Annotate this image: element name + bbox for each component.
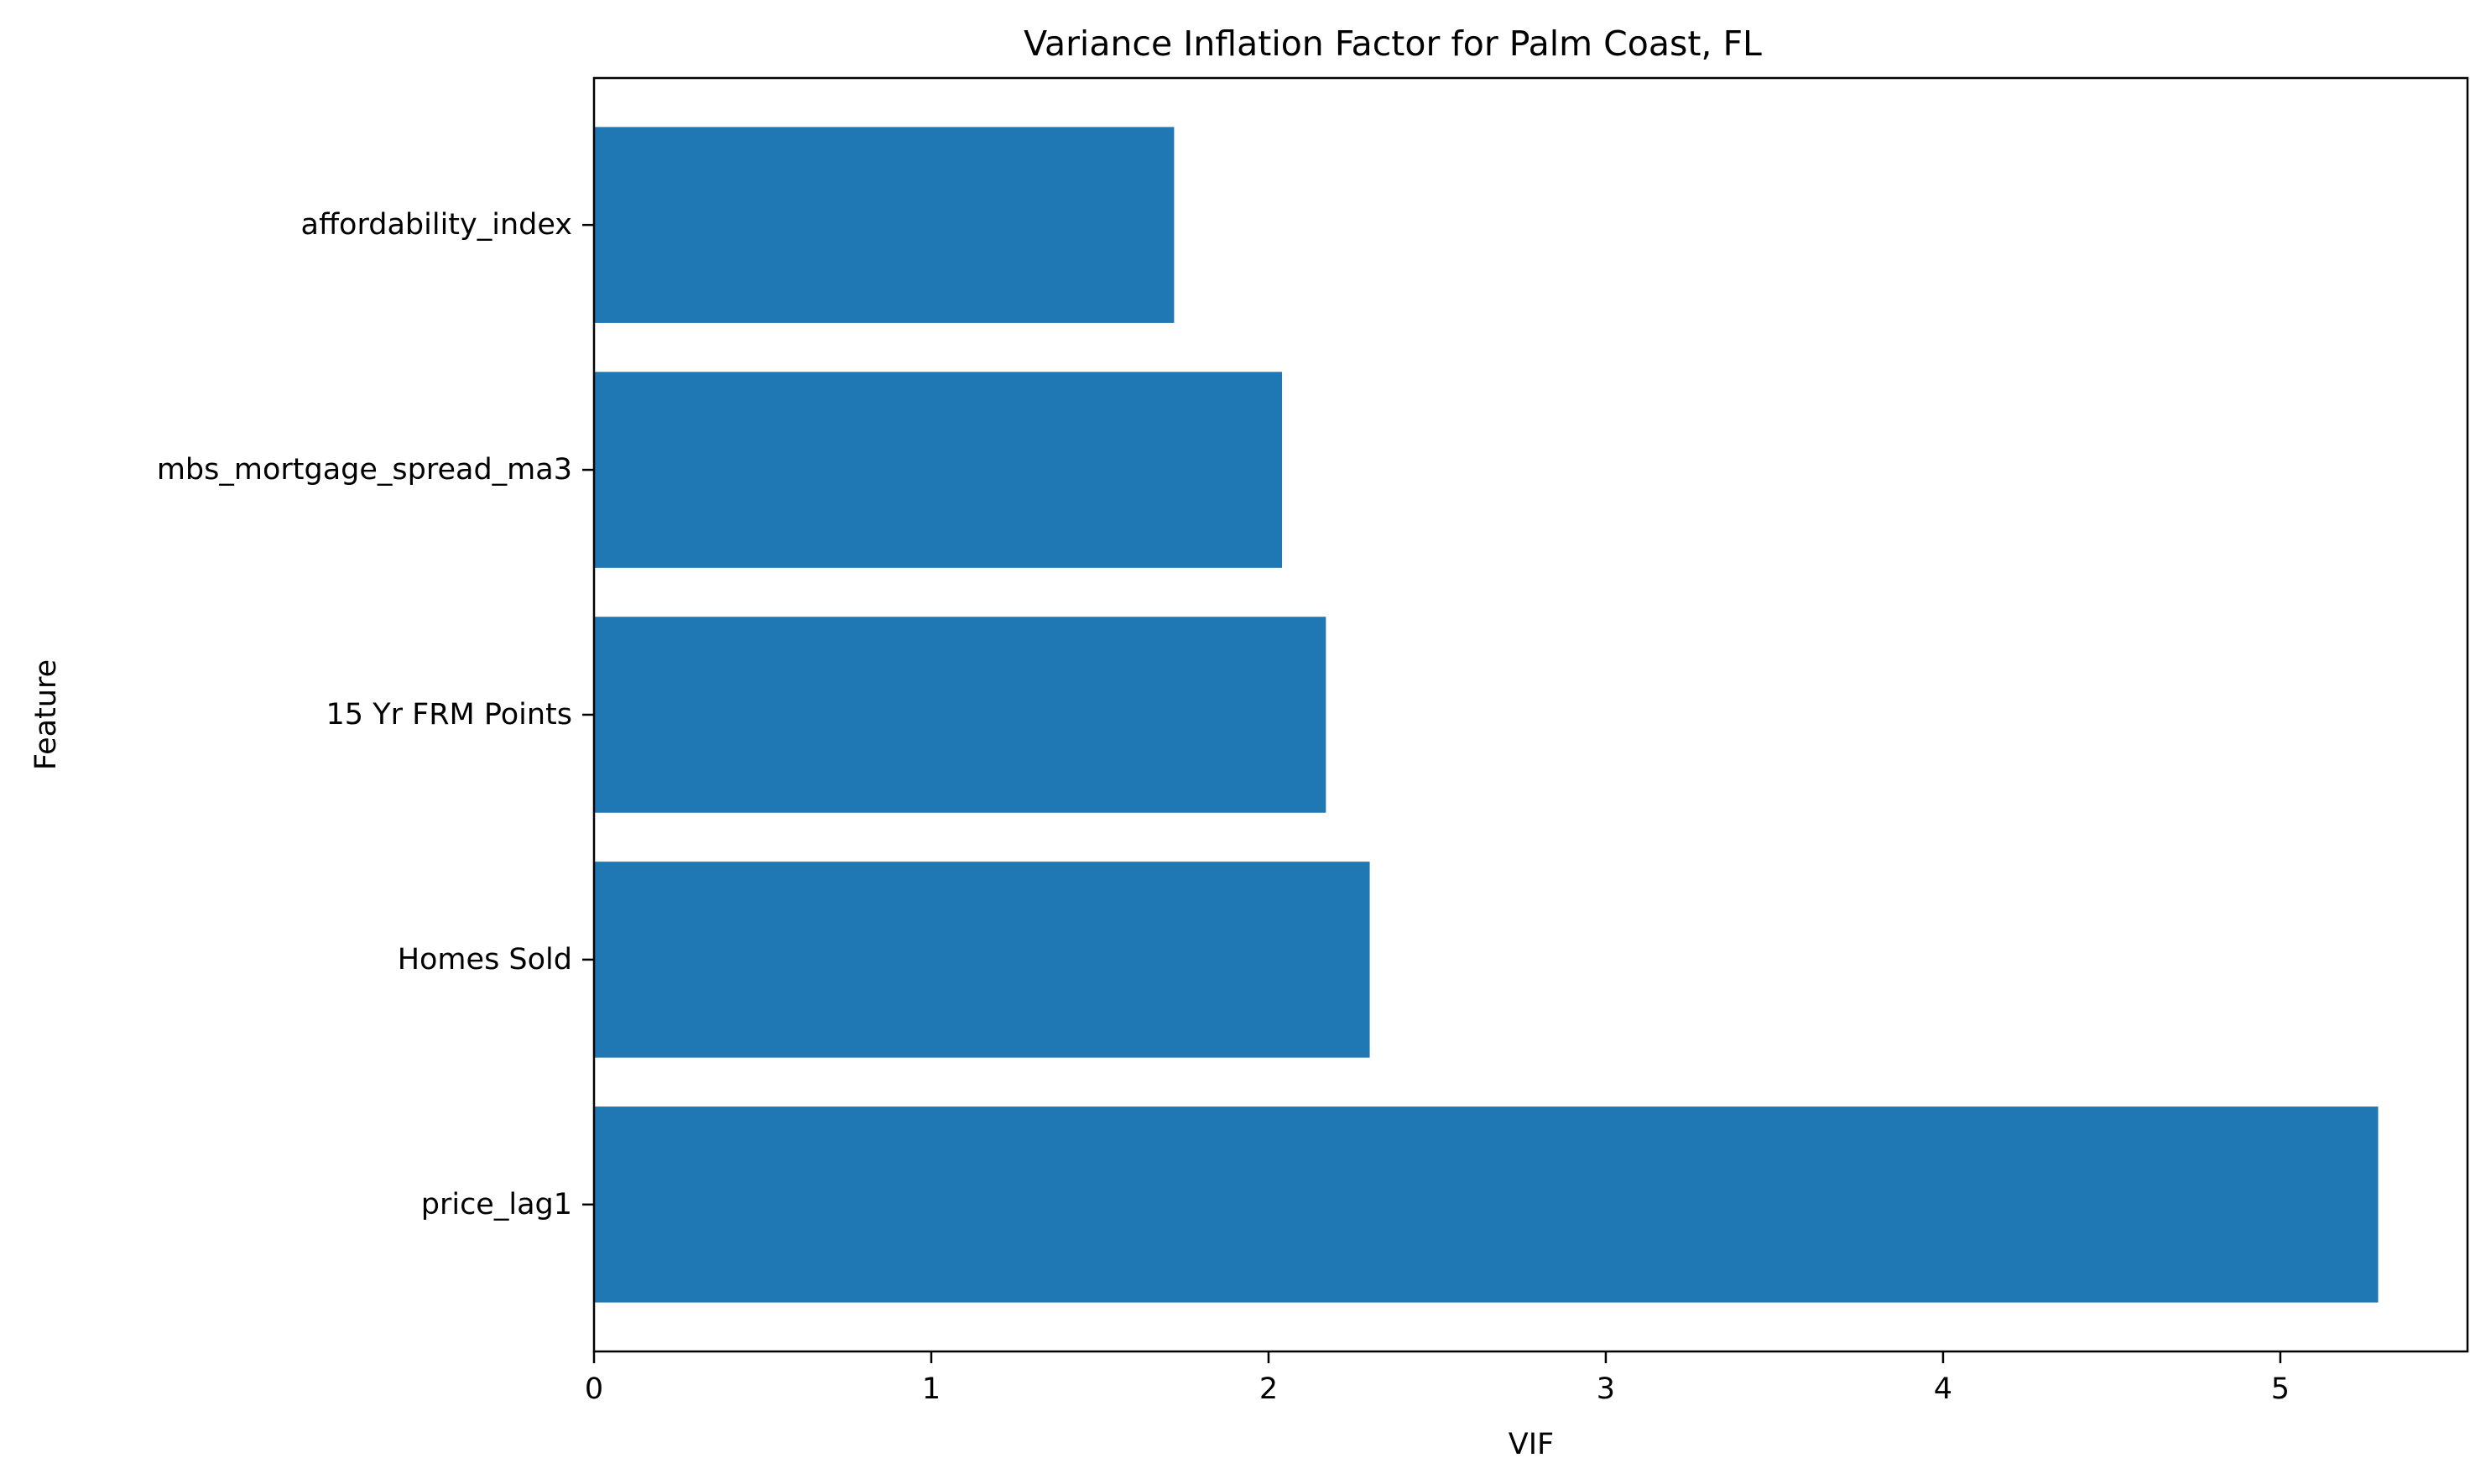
y-tick-label: 15 Yr FRM Points [326, 698, 572, 732]
x-tick-label: 5 [2271, 1372, 2290, 1406]
y-tick-label: affordability_index [301, 208, 573, 242]
y-axis-label: Feature [29, 659, 63, 770]
y-tick-label: Homes Sold [398, 943, 572, 976]
y-axis-ticks: price_lag1 Homes Sold 15 Yr FRM Points mbs_… [157, 208, 594, 1221]
x-tick-label: 0 [585, 1372, 603, 1406]
bars-group [594, 127, 2379, 1303]
bar-4 [594, 127, 1175, 323]
bar-0 [594, 1106, 2379, 1303]
bar-2 [594, 617, 1326, 813]
x-tick-label: 1 [922, 1372, 941, 1406]
y-tick-label: mbs_mortgage_spread_ma3 [157, 453, 572, 487]
y-tick-label: price_lag1 [421, 1188, 572, 1221]
plot-area-frame [592, 76, 2469, 1353]
x-axis-label: VIF [1509, 1428, 1554, 1461]
x-tick-label: 2 [1259, 1372, 1278, 1406]
bar-3 [594, 372, 1283, 568]
chart-title: Variance Inflation Factor for Palm Coast… [1024, 23, 1762, 64]
x-tick-label: 3 [1597, 1372, 1615, 1406]
bar-1 [594, 862, 1370, 1058]
x-axis-ticks: 0 1 2 3 4 5 [585, 1351, 2290, 1406]
x-tick-label: 4 [1934, 1372, 1952, 1406]
